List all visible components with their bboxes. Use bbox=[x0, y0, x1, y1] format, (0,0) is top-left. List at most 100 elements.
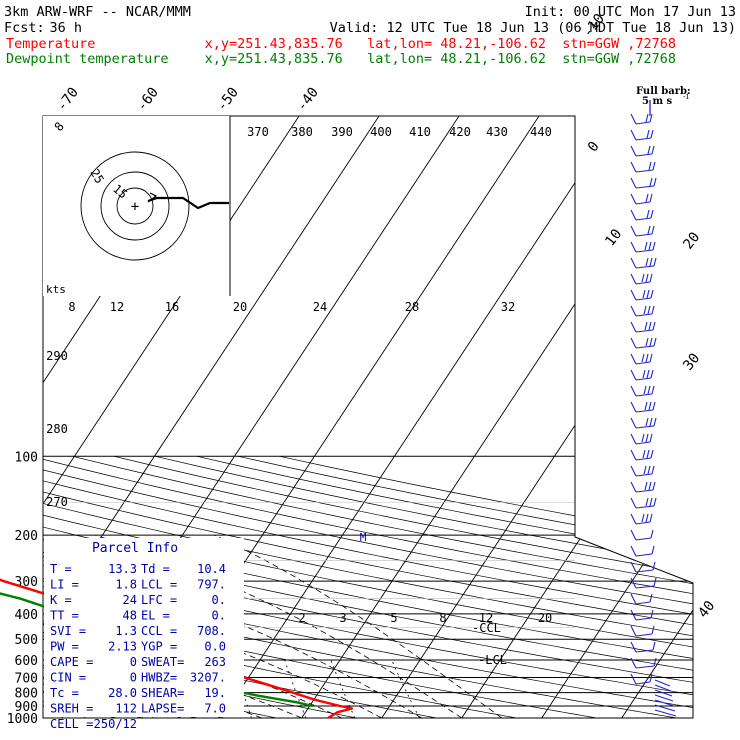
dry-adiabat-line bbox=[43, 455, 693, 718]
mixing-ratio-label: 8 bbox=[439, 611, 446, 625]
parcel-row-value: 13.3 bbox=[108, 562, 137, 576]
wind-barb-flag bbox=[648, 241, 652, 251]
parcel-row-value: 250/12 bbox=[94, 717, 137, 731]
wind-barb-flag bbox=[652, 321, 656, 331]
wind-barb bbox=[654, 699, 675, 707]
wind-barb-staff bbox=[635, 665, 655, 669]
wind-barb-staff bbox=[635, 617, 652, 621]
parcel-row-value: 1.8 bbox=[115, 578, 137, 592]
wind-barb-flag bbox=[645, 513, 649, 523]
wind-barb-flag bbox=[649, 353, 653, 363]
hodograph-ring-label: 25 bbox=[87, 167, 106, 187]
isotherm-line bbox=[702, 116, 740, 718]
wind-barb-staff bbox=[635, 473, 653, 477]
wind-barb-staff bbox=[635, 249, 654, 253]
dry-adiabat-line bbox=[113, 455, 693, 718]
parcel-row-label: T = bbox=[50, 562, 72, 576]
wind-barb-flag bbox=[653, 577, 657, 587]
wind-barb-flag bbox=[651, 545, 655, 555]
wind-barb-staff bbox=[635, 681, 651, 685]
wind-barb-flag bbox=[642, 289, 646, 299]
parcel-info-box: Parcel Info T = 13.3 Td = 10.4 LI = 1.8 LCL = 79… bbox=[44, 538, 244, 731]
wind-barb-flag bbox=[646, 289, 650, 299]
parcel-row-value2: 797. bbox=[197, 578, 226, 592]
wind-barb-flag bbox=[646, 369, 650, 379]
wind-barb bbox=[630, 401, 637, 413]
wind-barb-staff bbox=[635, 121, 651, 125]
wind-barb-flag bbox=[652, 561, 656, 571]
wind-barb bbox=[630, 465, 637, 477]
ccl-marker: -CCL bbox=[472, 621, 501, 635]
dry-adiabat-line bbox=[72, 455, 693, 718]
wind-barb-flag bbox=[642, 369, 646, 379]
wind-barb bbox=[630, 321, 637, 333]
wind-barb-staff bbox=[635, 313, 653, 317]
wind-barb-flag bbox=[653, 417, 657, 427]
barb-legend-title: Full barb: bbox=[636, 86, 691, 97]
wind-barb bbox=[630, 545, 637, 557]
wind-barb-flag bbox=[645, 337, 649, 347]
wind-barb-flag bbox=[649, 177, 653, 187]
parcel-row-label2: HWBZ= bbox=[141, 671, 177, 685]
max-wind-marker: M bbox=[360, 531, 367, 544]
wind-barb-staff bbox=[635, 457, 652, 461]
wind-barb-flag bbox=[649, 113, 653, 123]
wind-barb-flag bbox=[644, 241, 648, 251]
wind-barb-staff bbox=[635, 137, 652, 141]
wind-barb-flag bbox=[650, 289, 654, 299]
theta-side-label: 280 bbox=[46, 422, 68, 436]
lcl-marker: -LCL bbox=[478, 653, 507, 667]
wind-barb-staff bbox=[635, 265, 655, 269]
wind-barb-staff bbox=[635, 377, 652, 381]
theta-side-label: 270 bbox=[46, 495, 68, 509]
theta-label: 430 bbox=[486, 125, 508, 139]
parcel-row-value2: 0.0 bbox=[204, 640, 226, 654]
wind-barb-staff bbox=[635, 521, 651, 525]
mixing-ratio-line bbox=[284, 659, 307, 718]
pressure-label: 200 bbox=[15, 529, 38, 544]
wind-barb bbox=[630, 657, 637, 669]
wind-barb-flag bbox=[648, 481, 652, 491]
mixing-ratio-label: 3 bbox=[339, 611, 346, 625]
parcel-row-label: CIN = bbox=[50, 671, 86, 685]
dry-adiabat-line bbox=[43, 455, 693, 718]
wind-barb bbox=[654, 704, 676, 712]
wind-barb-staff bbox=[635, 281, 651, 285]
wind-barb-flag bbox=[645, 417, 649, 427]
wind-barb bbox=[630, 673, 637, 685]
isotherm-label: -40 bbox=[294, 85, 322, 115]
isotherm-line bbox=[221, 116, 620, 718]
wind-barb-flag bbox=[652, 401, 656, 411]
wind-barb-staff bbox=[635, 537, 652, 541]
wind-barb bbox=[630, 177, 637, 189]
parcel-row-label: Tc = bbox=[50, 686, 79, 700]
wind-barb-flag bbox=[651, 385, 655, 395]
isotherm-label: -50 bbox=[214, 85, 242, 115]
wind-barb-staff bbox=[635, 185, 655, 189]
speed-tick-label: 24 bbox=[313, 300, 327, 314]
parcel-row-label2: YGP = bbox=[141, 640, 177, 654]
wind-barb-flag bbox=[644, 481, 648, 491]
wind-barb-flag bbox=[651, 225, 655, 235]
wind-barb-flag bbox=[645, 273, 649, 283]
wind-barb-flag bbox=[652, 641, 656, 651]
wind-barb-flag bbox=[649, 337, 653, 347]
pressure-label: 500 bbox=[15, 633, 38, 648]
wind-barb-flag bbox=[645, 193, 649, 203]
pressure-label: 900 bbox=[15, 700, 38, 715]
wind-barb-staff bbox=[635, 361, 651, 365]
wind-barb-flag bbox=[641, 513, 645, 523]
wind-barb bbox=[654, 689, 673, 697]
isotherm-label: -10 bbox=[580, 11, 608, 41]
theta-label: 410 bbox=[409, 125, 431, 139]
wind-barb-flag bbox=[643, 465, 647, 475]
wind-barb-staff bbox=[635, 633, 653, 637]
wind-barb-flag bbox=[645, 497, 649, 507]
wind-barb-flag bbox=[645, 113, 649, 123]
wind-barb-flag bbox=[645, 353, 649, 363]
wind-barb bbox=[630, 145, 637, 157]
wind-barb bbox=[630, 257, 637, 269]
wind-barb-staff bbox=[635, 201, 651, 205]
